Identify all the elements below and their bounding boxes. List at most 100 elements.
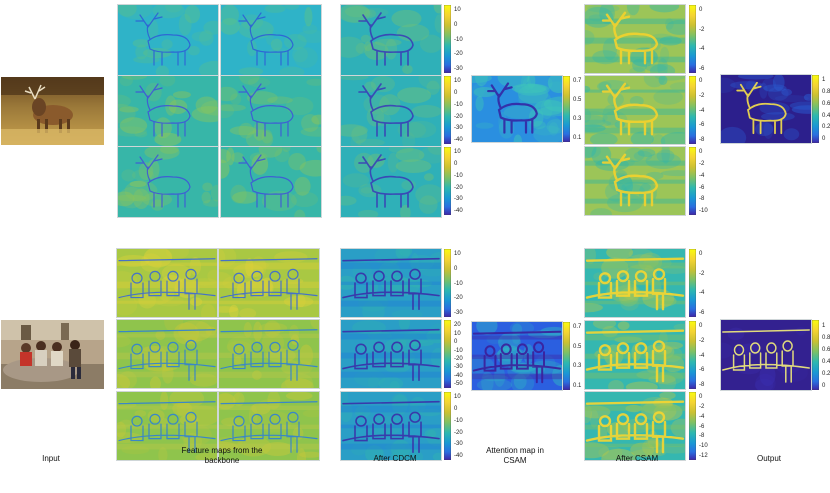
output-colorbar-kids	[811, 319, 820, 391]
csam-colorbar-kids-2	[688, 320, 697, 390]
cdcm-colorbar-elk-2	[443, 75, 452, 145]
colorbar-tick: -2	[699, 26, 705, 33]
colorbar-tick: 0.4	[822, 358, 830, 365]
colorbar-tick: 0.6	[822, 346, 830, 353]
colorbar-tick: -20	[454, 429, 463, 436]
feature-map-kids-a-2	[116, 319, 218, 389]
feature-map-kids-b-1	[218, 248, 320, 318]
colorbar-tick: 0.5	[573, 343, 582, 350]
colorbar-tick: -20	[454, 113, 463, 120]
colorbar-tick: -4	[699, 107, 705, 114]
attention-colorbar-elk	[562, 75, 571, 143]
colorbar-tick: -4	[699, 413, 705, 420]
colorbar-tick: -30	[454, 364, 463, 371]
csam-map-kids-2	[584, 320, 686, 390]
csam-map-elk-1	[584, 4, 686, 74]
csam-colorbar-elk-3	[688, 146, 697, 216]
attention-map-kids	[471, 321, 563, 391]
colorbar-tick: -8	[699, 433, 705, 440]
cdcm-map-kids-2	[340, 319, 442, 389]
colorbar-tick: -20	[454, 184, 463, 191]
colorbar-tick: -4	[699, 46, 705, 53]
colorbar-tick: -40	[454, 372, 463, 379]
output-map-kids	[720, 319, 812, 391]
colorbar-tick: 20	[454, 322, 461, 329]
feature-map-elk-b-1	[220, 4, 322, 76]
colorbar-tick: -2	[699, 404, 705, 411]
colorbar-tick: -30	[454, 309, 463, 316]
colorbar-tick: -40	[454, 452, 463, 459]
cdcm-map-kids-1	[340, 248, 442, 318]
colorbar-tick: -4	[699, 172, 705, 179]
csam-colorbar-kids-3	[688, 391, 697, 461]
cdcm-map-kids-3	[340, 391, 442, 461]
csam-map-kids-3	[584, 391, 686, 461]
colorbar-tick: -12	[699, 452, 708, 459]
colorbar-tick: -8	[699, 381, 705, 388]
label-attention-map: Attention map in CSAM	[486, 446, 544, 465]
colorbar-tick: 0.1	[573, 135, 582, 142]
colorbar-tick: -50	[454, 380, 463, 387]
label-after-cdcm: After CDCM	[373, 454, 417, 463]
colorbar-tick: -6	[699, 423, 705, 430]
cdcm-colorbar-kids-3	[443, 391, 452, 461]
colorbar-tick: -2	[699, 93, 705, 100]
colorbar-tick: -10	[454, 417, 463, 424]
colorbar-tick: 1	[822, 322, 826, 329]
colorbar-tick: 0	[822, 135, 826, 142]
colorbar-tick: 10	[454, 149, 461, 156]
csam-map-elk-3	[584, 146, 686, 216]
colorbar-tick: 0	[454, 90, 458, 97]
cdcm-map-elk-3	[340, 146, 442, 218]
colorbar-tick: 0.7	[573, 324, 582, 331]
feature-map-kids-b-2	[218, 319, 320, 389]
colorbar-tick: 10	[454, 7, 461, 14]
colorbar-tick: 0.3	[573, 116, 582, 123]
colorbar-tick: 0.8	[822, 89, 830, 96]
attention-colorbar-kids	[562, 321, 571, 391]
colorbar-tick: 0.4	[822, 112, 830, 119]
colorbar-tick: -20	[454, 51, 463, 58]
colorbar-tick: -8	[699, 196, 705, 203]
colorbar-tick: 0	[454, 22, 458, 29]
cdcm-colorbar-kids-1	[443, 248, 452, 318]
colorbar-tick: -6	[699, 367, 705, 374]
output-colorbar-elk	[811, 74, 820, 144]
colorbar-tick: -20	[454, 355, 463, 362]
colorbar-tick: 0	[699, 323, 703, 330]
colorbar-tick: 0.5	[573, 97, 582, 104]
colorbar-tick: 0	[454, 339, 458, 346]
input-photo-children	[1, 320, 104, 389]
colorbar-tick: -10	[454, 172, 463, 179]
feature-map-elk-b-2	[220, 75, 322, 147]
colorbar-tick: -30	[454, 196, 463, 203]
colorbar-tick: -4	[699, 290, 705, 297]
colorbar-tick: -2	[699, 270, 705, 277]
feature-map-elk-a-2	[117, 75, 219, 147]
feature-map-kids-a-1	[116, 248, 218, 318]
colorbar-tick: 0.1	[573, 382, 582, 389]
colorbar-tick: 0.2	[822, 124, 830, 131]
csam-colorbar-elk-2	[688, 75, 697, 145]
colorbar-tick: 0	[699, 394, 703, 401]
colorbar-tick: -6	[699, 184, 705, 191]
colorbar-tick: -10	[454, 280, 463, 287]
cdcm-map-elk-1	[340, 4, 442, 76]
colorbar-tick: 0.7	[573, 78, 582, 85]
input-photo-elk	[1, 77, 104, 145]
csam-map-kids-1	[584, 248, 686, 318]
colorbar-tick: -40	[454, 207, 463, 214]
colorbar-tick: -30	[454, 441, 463, 448]
colorbar-tick: -6	[699, 309, 705, 316]
colorbar-tick: 0	[454, 161, 458, 168]
colorbar-tick: 0	[699, 7, 703, 14]
colorbar-tick: -10	[454, 101, 463, 108]
colorbar-tick: -30	[454, 125, 463, 132]
colorbar-tick: 0.6	[822, 100, 830, 107]
colorbar-tick: 10	[454, 394, 461, 401]
attention-map-elk	[471, 75, 563, 143]
colorbar-tick: 0.3	[573, 363, 582, 370]
colorbar-tick: 10	[454, 78, 461, 85]
colorbar-tick: 0	[454, 406, 458, 413]
colorbar-tick: 10	[454, 251, 461, 258]
